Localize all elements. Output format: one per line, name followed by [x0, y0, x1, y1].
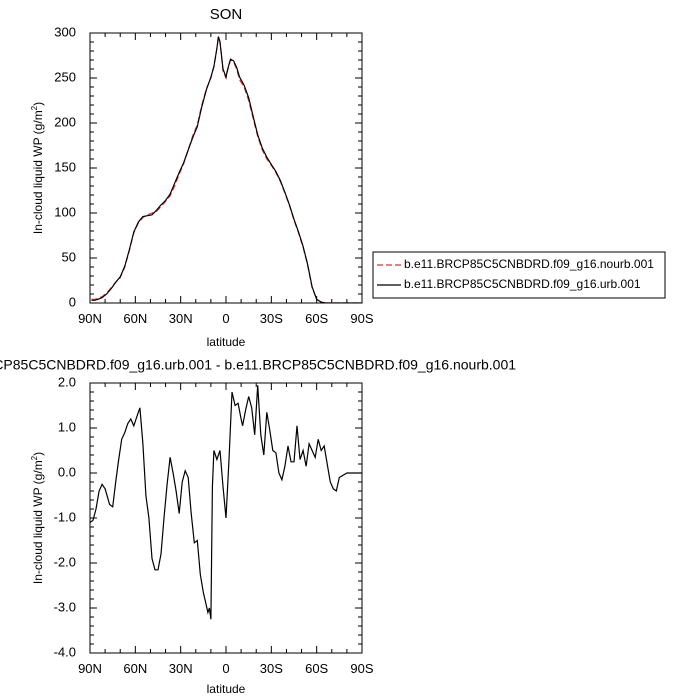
x-tick-label: 90N: [78, 311, 102, 326]
y-tick-label: -3.0: [54, 599, 76, 614]
x-tick-label: 0: [222, 661, 229, 676]
y-tick-label: 150: [54, 159, 76, 174]
bottom-chart-panel: b.e11.BRCP85C5CNBDRD.f09_g16.urb.001 - b…: [0, 357, 516, 696]
y-tick-label: 300: [54, 24, 76, 39]
y-axis-label: In-cloud liquid WP (g/m2): [30, 102, 45, 234]
legend-label-1: b.e11.BRCP85C5CNBDRD.f09_g16.urb.001: [404, 277, 641, 291]
y-axis-label-end: ): [31, 102, 45, 106]
x-tick-label: 30S: [260, 311, 283, 326]
x-tick-label: 60S: [305, 661, 328, 676]
y-axis-label-superscript: 2: [30, 105, 39, 110]
x-tick-label: 90N: [78, 661, 102, 676]
plot-frame: [89, 32, 363, 304]
x-tick-label: 60N: [123, 311, 147, 326]
y-tick-label: 50: [62, 249, 76, 264]
y-tick-label: 100: [54, 204, 76, 219]
y-tick-label: 200: [54, 114, 76, 129]
y-tick-label: 250: [54, 69, 76, 84]
x-tick-label: 30N: [169, 311, 193, 326]
x-tick-label: 30S: [260, 661, 283, 676]
y-axis-label-end: ): [31, 452, 45, 456]
y-axis-label-main: In-cloud liquid WP (g/m: [31, 460, 45, 584]
y-tick-label: 1.0: [58, 419, 76, 434]
x-tick-label: 60S: [305, 311, 328, 326]
series-line-0: [90, 385, 362, 620]
legend-box: [372, 251, 666, 299]
y-tick-label: 0.0: [58, 464, 76, 479]
y-tick-label: 2.0: [58, 374, 76, 389]
chart-title: SON: [210, 6, 243, 23]
y-tick-label: 0: [69, 294, 76, 309]
y-axis-label: In-cloud liquid WP (g/m2): [30, 452, 45, 584]
x-tick-label: 90S: [350, 661, 373, 676]
x-tick-label: 30N: [169, 661, 193, 676]
x-axis-label: latitude: [207, 682, 246, 696]
legend: b.e11.BRCP85C5CNBDRD.f09_g16.nourb.001 b.…: [372, 251, 666, 299]
x-tick-label: 0: [222, 311, 229, 326]
y-axis-label-superscript: 2: [30, 455, 39, 460]
x-tick-label: 60N: [123, 661, 147, 676]
legend-label-0: b.e11.BRCP85C5CNBDRD.f09_g16.nourb.001: [404, 257, 654, 271]
y-tick-label: -2.0: [54, 554, 76, 569]
series-line-0: [91, 37, 362, 303]
series-line-1: [91, 36, 362, 303]
y-tick-label: -1.0: [54, 509, 76, 524]
x-axis-label: latitude: [207, 335, 246, 349]
y-axis-label-main: In-cloud liquid WP (g/m: [31, 110, 45, 234]
chart-title: b.e11.BRCP85C5CNBDRD.f09_g16.urb.001 - b…: [0, 357, 516, 373]
y-tick-label: -4.0: [54, 644, 76, 659]
x-tick-label: 90S: [350, 311, 373, 326]
top-chart-panel: SON 90N 60N 30N 0 30S 60S 90S 0 50 100 150 200 250 300…: [30, 6, 666, 349]
